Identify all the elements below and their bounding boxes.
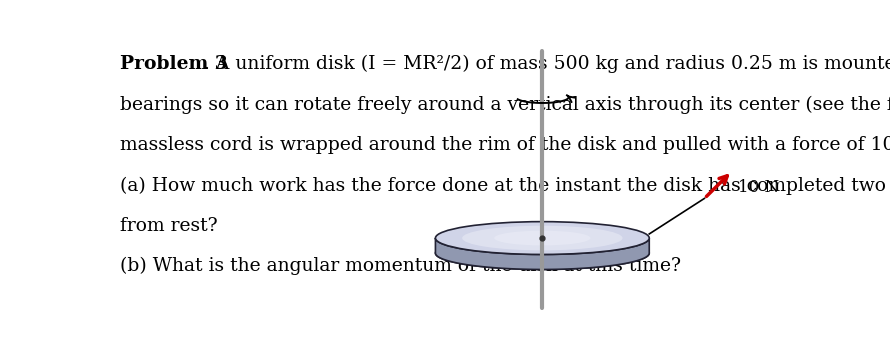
Ellipse shape xyxy=(494,231,590,245)
Ellipse shape xyxy=(435,237,650,269)
Text: (a) How much work has the force done at the instant the disk has completed two r: (a) How much work has the force done at … xyxy=(120,176,890,195)
Ellipse shape xyxy=(435,222,650,255)
Ellipse shape xyxy=(462,226,622,250)
Text: . A uniform disk (I = MR²/2) of mass 500 kg and radius 0.25 m is mounted on fric: . A uniform disk (I = MR²/2) of mass 500… xyxy=(204,55,890,73)
Polygon shape xyxy=(435,238,650,269)
Text: massless cord is wrapped around the rim of the disk and pulled with a force of 1: massless cord is wrapped around the rim … xyxy=(120,136,890,154)
Text: (b) What is the angular momentum of the disk at this time?: (b) What is the angular momentum of the … xyxy=(120,257,681,275)
Text: from rest?: from rest? xyxy=(120,217,218,235)
Text: bearings so it can rotate freely around a vertical axis through its center (see : bearings so it can rotate freely around … xyxy=(120,95,890,114)
Text: 10 N: 10 N xyxy=(738,179,779,196)
Text: Problem 3: Problem 3 xyxy=(120,55,228,73)
